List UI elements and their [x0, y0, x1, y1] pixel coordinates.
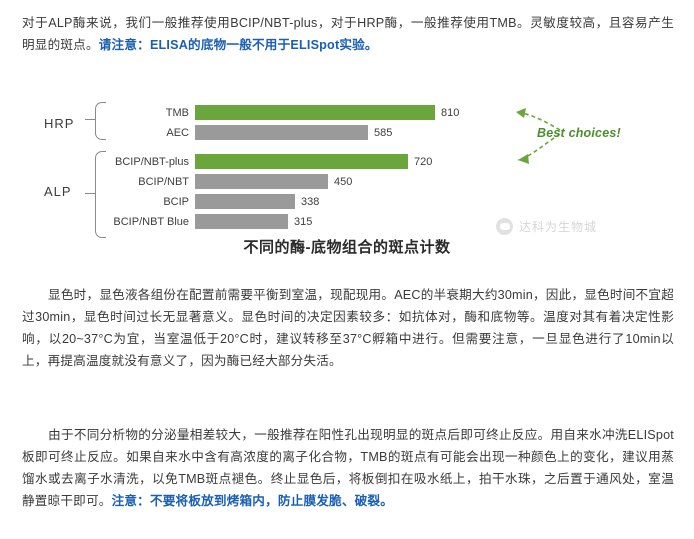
paragraph-3-emphasis: 注意：不要将板放到烤箱内，防止膜发脆、破裂。	[111, 494, 394, 508]
bar-label-bcip: BCIP	[163, 195, 189, 208]
bar-value-bcip-nbt: 450	[334, 175, 353, 188]
bar-fill-aec	[195, 125, 368, 140]
group-brace-alp-stem	[85, 193, 96, 194]
bar-label-bcip-nbt: BCIP/NBT	[138, 175, 189, 188]
paragraph-3-text: 由于不同分析物的分泌量相差较大，一般推荐在阳性孔出现明显的斑点后即可终止反应。用…	[22, 428, 674, 508]
bar-row: TMB 810	[166, 105, 675, 120]
bar-row: BCIP 338	[163, 194, 675, 209]
chart-title: 不同的酶-底物组合的斑点计数	[243, 239, 451, 256]
watermark: 达科为生物城	[496, 218, 597, 235]
bar-row: BCIP/NBT Blue 315	[113, 214, 675, 229]
bar-fill-bcip	[195, 194, 295, 209]
bar-label-bcip-nbt-plus: BCIP/NBT-plus	[115, 155, 189, 168]
group-brace-alp	[95, 151, 106, 238]
best-choices-annotation: Best choices!	[537, 126, 621, 140]
bar-label-bcip-nbt-blue: BCIP/NBT Blue	[113, 215, 189, 228]
bar-value-tmb: 810	[441, 106, 460, 119]
paragraph-3: 由于不同分析物的分泌量相差较大，一般推荐在阳性孔出现明显的斑点后即可终止反应。用…	[22, 424, 674, 512]
bar-row: BCIP/NBT 450	[138, 174, 675, 189]
intro-paragraph-emphasis: 请注意：ELISA的底物一般不用于ELISpot实验。	[98, 38, 378, 52]
bar-value-aec: 585	[374, 126, 393, 139]
group-brace-hrp	[95, 102, 106, 140]
intro-paragraph: 对于ALP酶来说，我们一般推荐使用BCIP/NBT-plus，对于HRP酶，一般…	[22, 12, 674, 56]
bar-label-tmb: TMB	[165, 106, 189, 119]
intro-paragraph-text: 对于ALP酶来说，我们一般推荐使用BCIP/NBT-plus，对于HRP酶，一般…	[22, 16, 674, 52]
group-label-alp: ALP	[44, 184, 72, 199]
bar-fill-bcip-nbt-blue	[195, 214, 288, 229]
wechat-icon	[496, 218, 513, 235]
bar-fill-bcip-nbt-plus	[195, 154, 408, 169]
paragraph-2: 显色时，显色液各组份在配置前需要平衡到室温，现配现用。AEC的半衰期大约30mi…	[22, 284, 674, 372]
paragraph-2-text: 显色时，显色液各组份在配置前需要平衡到室温，现配现用。AEC的半衰期大约30mi…	[22, 288, 674, 368]
watermark-text: 达科为生物城	[519, 220, 598, 234]
bar-label-aec: AEC	[166, 126, 189, 139]
bar-value-bcip-nbt-plus: 720	[414, 155, 433, 168]
spot-count-bar-chart: HRP ALP TMB 810 AEC 585 BCIP/NBT-plus 72…	[20, 98, 680, 238]
group-label-hrp: HRP	[44, 116, 75, 131]
bar-row: BCIP/NBT-plus 720	[115, 154, 675, 169]
bar-row: AEC 585	[166, 125, 675, 140]
bar-fill-bcip-nbt	[195, 174, 328, 189]
bar-value-bcip-nbt-blue: 315	[294, 215, 313, 228]
bar-fill-tmb	[195, 105, 435, 120]
group-brace-hrp-stem	[85, 119, 96, 120]
bar-value-bcip: 338	[301, 195, 320, 208]
